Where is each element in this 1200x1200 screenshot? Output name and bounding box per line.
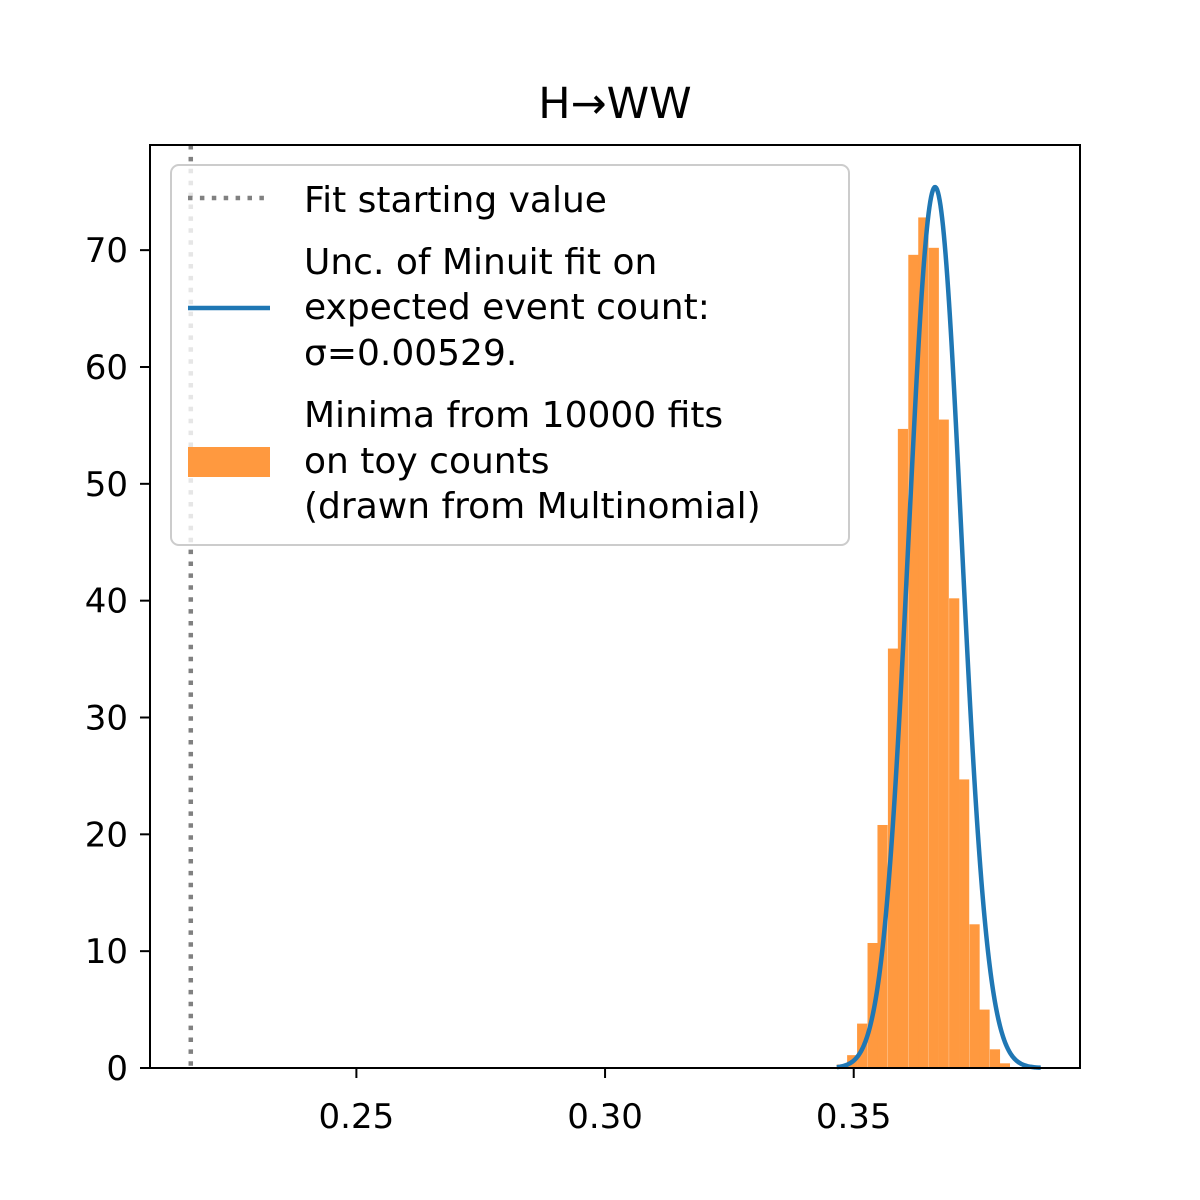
plot-area: [188, 145, 1043, 1070]
legend-label-gaussian-2: expected event count:: [304, 287, 710, 328]
histogram-bar: [887, 648, 899, 1068]
chart-title: H→WW: [538, 79, 691, 129]
y-tick-label: 0: [106, 1049, 128, 1089]
y-tick-label: 70: [85, 231, 128, 271]
legend-box: [170, 164, 850, 546]
legend-label-gaussian-3: σ=0.00529.: [304, 333, 517, 374]
y-tick-label: 40: [85, 582, 128, 622]
y-tick-label: 50: [85, 465, 128, 505]
legend-label-histogram-3: (drawn from Multinomial): [304, 486, 761, 527]
histogram-bar: [979, 1009, 990, 1068]
x-tick-label: 0.25: [319, 1097, 395, 1137]
legend: Fit starting value Unc. of Minuit fit on…: [170, 164, 850, 546]
histogram-bar: [949, 598, 960, 1068]
y-tick-label: 30: [85, 698, 128, 738]
gaussian-curve: [835, 184, 1043, 1070]
y-tick-label: 20: [85, 815, 128, 855]
histogram-bar: [999, 1063, 1011, 1068]
x-axis: 0.25 0.30 0.35: [319, 1068, 892, 1137]
legend-label-histogram-2: on toy counts: [304, 441, 550, 482]
histogram-bar: [908, 254, 919, 1068]
legend-label-gaussian-1: Unc. of Minuit fit on: [304, 242, 657, 283]
x-tick-label: 0.30: [567, 1097, 643, 1137]
legend-label-starting-value: Fit starting value: [304, 180, 607, 221]
histogram-bar: [989, 1049, 1001, 1068]
histogram-bar: [969, 924, 980, 1068]
legend-histogram-patch: [188, 447, 270, 477]
y-tick-label: 60: [85, 348, 128, 388]
histogram-bar: [959, 779, 970, 1068]
histogram-bar: [897, 428, 909, 1068]
histogram-bar: [918, 217, 929, 1068]
histogram-bar: [928, 247, 939, 1068]
y-axis: 0 10 20 30 40 50 60 70: [85, 231, 150, 1089]
histogram-bar: [938, 419, 949, 1068]
y-tick-label: 10: [85, 932, 128, 972]
legend-label-histogram-1: Minima from 10000 fits: [304, 395, 723, 436]
plot-frame: [149, 144, 1081, 1069]
x-tick-label: 0.35: [816, 1097, 892, 1137]
